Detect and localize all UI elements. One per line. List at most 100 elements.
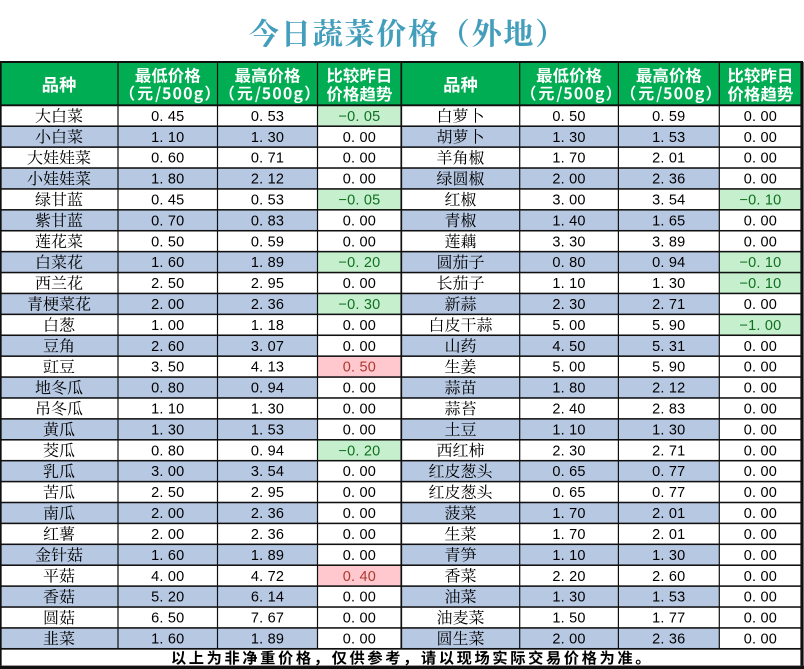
svg-text:2. 01: 2. 01 [652,527,685,543]
svg-text:0. 00: 0. 00 [744,569,777,585]
svg-text:2. 36: 2. 36 [652,172,685,188]
svg-text:0. 00: 0. 00 [343,632,376,648]
svg-text:4. 00: 4. 00 [151,569,184,585]
svg-text:2. 36: 2. 36 [251,527,284,543]
svg-text:0. 50: 0. 50 [151,234,184,250]
svg-text:4. 72: 4. 72 [251,569,284,585]
svg-text:0. 50: 0. 50 [552,109,585,125]
svg-text:2. 20: 2. 20 [552,569,585,585]
svg-text:1. 53: 1. 53 [652,130,685,146]
svg-text:0. 94: 0. 94 [652,255,685,271]
svg-text:0. 00: 0. 00 [343,464,376,480]
svg-text:1. 65: 1. 65 [652,213,685,229]
svg-text:2. 83: 2. 83 [652,402,685,418]
svg-text:1. 30: 1. 30 [652,548,685,564]
svg-text:0. 59: 0. 59 [652,109,685,125]
svg-text:2. 00: 2. 00 [151,506,184,522]
svg-text:2. 01: 2. 01 [652,151,685,167]
svg-text:0. 00: 0. 00 [744,464,777,480]
svg-text:0. 00: 0. 00 [744,381,777,397]
svg-text:6. 14: 6. 14 [251,590,284,606]
svg-text:1. 10: 1. 10 [552,422,585,438]
svg-text:0. 45: 0. 45 [151,193,184,209]
svg-text:2. 00: 2. 00 [552,632,585,648]
svg-text:0. 77: 0. 77 [652,464,685,480]
svg-text:3. 07: 3. 07 [251,339,284,355]
svg-text:0. 00: 0. 00 [343,276,376,292]
svg-text:0. 00: 0. 00 [343,213,376,229]
svg-text:0. 00: 0. 00 [744,548,777,564]
svg-text:0. 00: 0. 00 [744,422,777,438]
svg-text:2. 60: 2. 60 [652,569,685,585]
svg-text:2. 60: 2. 60 [151,339,184,355]
svg-text:−0. 10: −0. 10 [739,193,781,209]
svg-text:1. 53: 1. 53 [251,422,284,438]
svg-text:6. 50: 6. 50 [151,611,184,627]
svg-text:0. 00: 0. 00 [343,506,376,522]
svg-text:−0. 05: −0. 05 [338,109,380,125]
svg-text:1. 30: 1. 30 [652,422,685,438]
svg-text:0. 00: 0. 00 [744,109,777,125]
svg-text:0. 00: 0. 00 [744,172,777,188]
svg-text:0. 00: 0. 00 [343,339,376,355]
svg-text:5. 90: 5. 90 [652,360,685,376]
svg-text:1. 70: 1. 70 [552,506,585,522]
svg-text:0. 53: 0. 53 [251,193,284,209]
svg-text:2. 36: 2. 36 [652,632,685,648]
svg-text:0. 94: 0. 94 [251,381,284,397]
svg-text:3. 30: 3. 30 [552,234,585,250]
svg-text:1. 10: 1. 10 [151,402,184,418]
svg-text:−0. 30: −0. 30 [338,297,380,313]
svg-text:0. 00: 0. 00 [744,234,777,250]
svg-text:0. 00: 0. 00 [343,422,376,438]
svg-text:2. 36: 2. 36 [251,297,284,313]
svg-text:2. 00: 2. 00 [151,297,184,313]
svg-text:0. 53: 0. 53 [251,109,284,125]
svg-text:0. 83: 0. 83 [251,213,284,229]
svg-text:2. 36: 2. 36 [251,506,284,522]
svg-text:0. 00: 0. 00 [744,590,777,606]
svg-text:0. 71: 0. 71 [251,151,284,167]
svg-text:1. 50: 1. 50 [552,611,585,627]
svg-text:2. 12: 2. 12 [251,172,284,188]
svg-text:0. 80: 0. 80 [151,381,184,397]
svg-text:4. 50: 4. 50 [552,339,585,355]
svg-text:1. 40: 1. 40 [552,213,585,229]
svg-text:−0. 20: −0. 20 [338,443,380,459]
svg-text:0. 59: 0. 59 [251,234,284,250]
svg-text:0. 00: 0. 00 [744,485,777,501]
svg-text:2. 12: 2. 12 [652,381,685,397]
svg-text:1. 60: 1. 60 [151,632,184,648]
svg-text:0. 00: 0. 00 [343,172,376,188]
svg-text:5. 00: 5. 00 [552,360,585,376]
svg-text:2. 30: 2. 30 [552,443,585,459]
svg-text:0. 65: 0. 65 [552,464,585,480]
svg-text:0. 00: 0. 00 [744,213,777,229]
svg-text:3. 00: 3. 00 [552,193,585,209]
svg-text:1. 10: 1. 10 [151,130,184,146]
svg-text:1. 77: 1. 77 [652,611,685,627]
svg-text:0. 00: 0. 00 [744,339,777,355]
svg-text:2. 30: 2. 30 [552,297,585,313]
svg-text:3. 50: 3. 50 [151,360,184,376]
svg-text:1. 70: 1. 70 [552,151,585,167]
svg-text:0. 00: 0. 00 [744,297,777,313]
svg-text:0. 00: 0. 00 [343,611,376,627]
svg-text:2. 00: 2. 00 [552,172,585,188]
svg-text:3. 54: 3. 54 [251,464,284,480]
svg-text:0. 94: 0. 94 [251,443,284,459]
svg-text:3. 00: 3. 00 [151,464,184,480]
svg-text:0. 00: 0. 00 [744,527,777,543]
svg-text:0. 00: 0. 00 [343,548,376,564]
svg-text:−0. 05: −0. 05 [338,193,380,209]
svg-text:−0. 10: −0. 10 [739,255,781,271]
svg-text:1. 30: 1. 30 [151,422,184,438]
svg-text:1. 60: 1. 60 [151,548,184,564]
svg-text:2. 40: 2. 40 [552,402,585,418]
svg-text:0. 77: 0. 77 [652,485,685,501]
svg-text:0. 00: 0. 00 [744,632,777,648]
svg-text:1. 30: 1. 30 [552,590,585,606]
svg-text:0. 00: 0. 00 [343,381,376,397]
svg-text:1. 89: 1. 89 [251,255,284,271]
svg-text:−0. 20: −0. 20 [338,255,380,271]
